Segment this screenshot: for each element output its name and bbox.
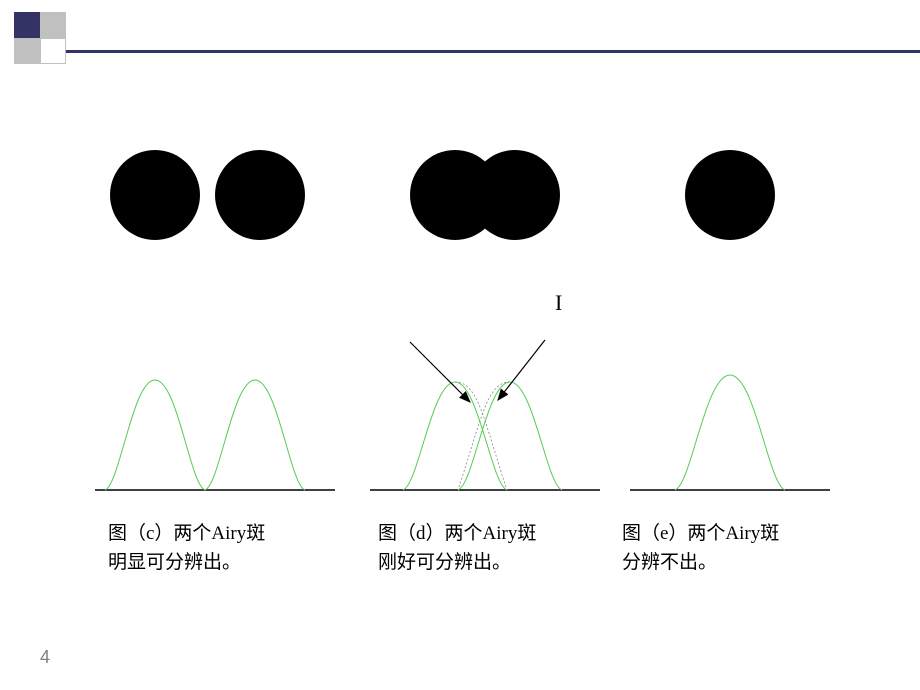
header-square-2 bbox=[40, 12, 66, 38]
intensity-plot-c bbox=[95, 330, 335, 505]
panel-e bbox=[630, 140, 830, 505]
intensity-plot-d bbox=[370, 330, 600, 505]
airy-disk bbox=[685, 150, 775, 240]
panel-c bbox=[95, 140, 335, 505]
caption-d: 图（d）两个Airy斑 刚好可分辨出。 bbox=[378, 520, 536, 577]
header-square-1 bbox=[14, 12, 40, 38]
header-square-4 bbox=[40, 38, 66, 64]
intensity-plot-e bbox=[630, 330, 830, 505]
airy-disks-d bbox=[370, 140, 600, 260]
header-line bbox=[66, 50, 920, 53]
header-square-3 bbox=[14, 38, 40, 64]
airy-disks-e bbox=[630, 140, 830, 260]
airy-disk bbox=[215, 150, 305, 240]
airy-disk bbox=[470, 150, 560, 240]
intensity-label: I bbox=[555, 290, 562, 316]
caption-e: 图（e）两个Airy斑 分辨不出。 bbox=[622, 520, 779, 577]
panel-d bbox=[370, 140, 600, 505]
airy-disk bbox=[110, 150, 200, 240]
airy-disks-c bbox=[95, 140, 335, 260]
slide-header-decoration bbox=[0, 0, 920, 52]
caption-c: 图（c）两个Airy斑 明显可分辨出。 bbox=[108, 520, 265, 577]
page-number: 4 bbox=[40, 647, 50, 668]
